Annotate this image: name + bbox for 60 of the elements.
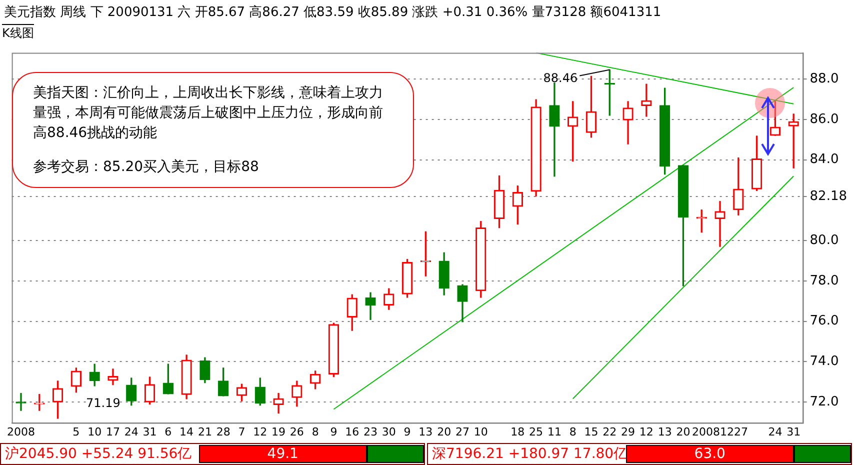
y-tick-label: 80.0: [810, 232, 839, 248]
annotation: 美指天图：汇价向上，上周收出长下影线，意味着上攻力量强，本周有可能做震荡后上破图中上压力位，形成向前高88.46挑战的动能: [33, 84, 384, 143]
y-tick-label: 88.0: [810, 71, 839, 86]
x-tick-label: 6: [164, 425, 172, 438]
candlestick: [641, 84, 652, 117]
x-tick-label: 17: [106, 425, 120, 438]
x-tick-label: 2008: [6, 425, 35, 438]
x-tick-label: 20: [437, 425, 452, 438]
x-tick-label: 22: [602, 425, 617, 438]
x-tick-label: 18: [510, 425, 525, 438]
annotation: 71.19: [86, 396, 120, 410]
x-tick-label: 21: [198, 425, 212, 438]
annotation: 参考交易：85.20买入美元，目标88: [33, 158, 260, 177]
x-tick-label: 8: [312, 425, 319, 438]
x-tick-label: 28: [216, 425, 230, 438]
x-tick-label: 23: [364, 425, 378, 438]
annotation: 88.46: [543, 70, 578, 85]
x-tick-label: 24: [124, 425, 138, 438]
x-tick-label: 15: [584, 425, 598, 438]
x-tick-label: 12: [253, 425, 268, 438]
y-tick-label: 76.0: [810, 314, 839, 329]
x-tick-label: 20: [676, 425, 690, 438]
x-tick-label: 7: [238, 425, 246, 438]
y-tick-label: 86.0: [810, 112, 839, 127]
text: 沪2045.90 +55.24 91.56亿: [4, 445, 193, 463]
x-tick-label: 19: [272, 425, 286, 438]
x-tick-label: 31: [786, 425, 801, 438]
candlestick: [16, 393, 26, 411]
text: K线图: [2, 24, 34, 42]
x-tick-label: 13: [418, 425, 433, 438]
x-tick-label: 9: [404, 425, 411, 438]
note-frame: 美指天图：汇价向上，上周收出长下影线，意味着上攻力量强，本周有可能做震荡后上破图中上压力位，形成向前高88.46挑战的动能 参考交易：85.20买入美元，目标88: [12, 72, 414, 188]
y-tick-label: 78.0: [810, 273, 839, 288]
x-tick-label: 5: [72, 425, 80, 438]
x-tick-label: 13: [658, 425, 672, 438]
y-tick-label: 74.0: [810, 354, 839, 370]
candlestick: [714, 201, 726, 247]
x-tick-label: 16: [345, 425, 360, 438]
candlestick: [549, 82, 560, 177]
y-tick-label: 84.0: [810, 152, 839, 168]
chart-title: 美元指数 周线 下 20090131 六 开85.67 高86.27 低83.59 收85.89 涨跌 +0.31 0.36% 量73128 额6041311: [4, 4, 662, 21]
x-tick-label: 30: [382, 425, 396, 438]
x-tick-label: 8: [569, 425, 576, 438]
x-tick-label: 31: [142, 425, 157, 438]
x-tick-label: 9: [330, 425, 338, 438]
x-tick-label: 25: [529, 425, 544, 438]
y-tick-label: 72.0: [810, 394, 839, 410]
x-tick-label: 10: [474, 425, 488, 438]
x-tick-label: 27: [455, 425, 470, 438]
x-tick-label: 11: [547, 425, 562, 438]
x-tick-label: 12: [639, 425, 654, 438]
x-tick-label: 29: [621, 425, 636, 438]
x-tick-label: 26: [290, 425, 304, 438]
meter: 63.0: [626, 445, 851, 463]
x-tick-label: 14: [180, 425, 194, 438]
y-tick-label: 82.18: [810, 188, 847, 204]
x-tick-label: 24: [768, 425, 782, 438]
x-tick-label: 10: [88, 425, 102, 438]
x-tick-label: 20081227: [692, 425, 748, 438]
meter: 49.1: [199, 445, 424, 463]
